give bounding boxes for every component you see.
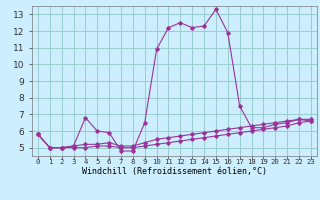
X-axis label: Windchill (Refroidissement éolien,°C): Windchill (Refroidissement éolien,°C) xyxy=(82,167,267,176)
